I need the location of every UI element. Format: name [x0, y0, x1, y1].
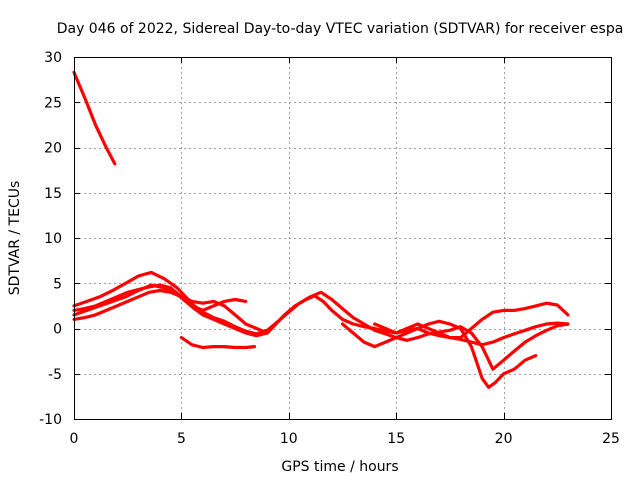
x-axis-label: GPS time / hours — [281, 459, 398, 475]
x-tick-label: 0 — [70, 431, 79, 447]
x-tick-label: 20 — [495, 431, 513, 447]
series-track-7 — [340, 319, 538, 389]
x-tick-label: 5 — [177, 431, 186, 447]
series-track-8 — [373, 301, 570, 340]
series-track-6 — [179, 336, 256, 350]
y-tick-label: 0 — [53, 322, 62, 338]
series-track-5 — [72, 288, 269, 335]
grid-layer — [74, 57, 611, 419]
series-track-1 — [72, 70, 117, 166]
x-tick-label: 15 — [387, 431, 405, 447]
x-tick-label: 10 — [280, 431, 298, 447]
y-tick-label: 25 — [44, 95, 62, 111]
y-tick-label: 5 — [53, 276, 62, 292]
y-tick-label: 20 — [44, 141, 62, 157]
y-tick-label: -5 — [48, 367, 62, 383]
y-axis-label: SDTVAR / TECUs — [7, 181, 23, 296]
y-tick-label: -10 — [39, 412, 62, 428]
y-tick-label: 10 — [44, 231, 62, 247]
series-track-3 — [72, 270, 570, 371]
y-tick-label: 30 — [44, 50, 62, 66]
series-layer — [72, 70, 570, 389]
y-tick-label: 15 — [44, 186, 62, 202]
chart-title: Day 046 of 2022, Sidereal Day-to-day VTE… — [57, 21, 624, 37]
x-tick-label: 25 — [602, 431, 620, 447]
tick-layer: 0 5 10 15 20 25 -10 -5 0 5 10 15 20 25 30 — [39, 50, 620, 447]
